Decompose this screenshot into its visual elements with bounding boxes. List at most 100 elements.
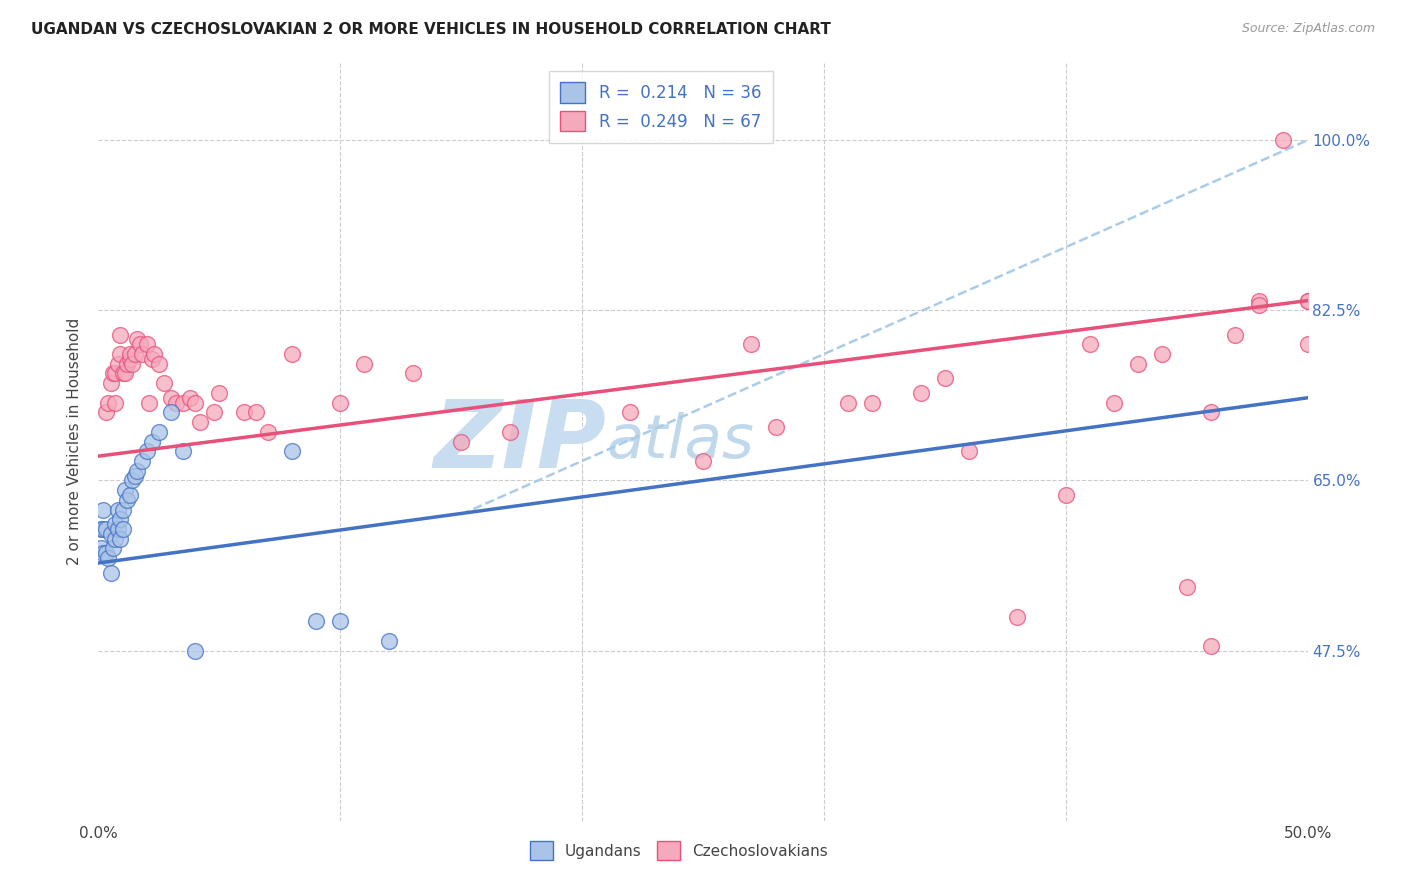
Point bbox=[121, 474, 143, 488]
Point bbox=[138, 395, 160, 409]
Point bbox=[104, 395, 127, 409]
Point bbox=[111, 522, 134, 536]
Point bbox=[108, 532, 131, 546]
Point bbox=[108, 347, 131, 361]
Point bbox=[208, 386, 231, 401]
Point bbox=[107, 522, 129, 536]
Point bbox=[765, 420, 787, 434]
Point bbox=[329, 395, 352, 409]
Point bbox=[160, 391, 183, 405]
Point bbox=[402, 367, 425, 381]
Point bbox=[305, 615, 328, 629]
Point bbox=[160, 405, 183, 419]
Point bbox=[353, 357, 375, 371]
Point bbox=[131, 454, 153, 468]
Point bbox=[619, 405, 641, 419]
Point bbox=[934, 371, 956, 385]
Point bbox=[124, 347, 146, 361]
Y-axis label: 2 or more Vehicles in Household: 2 or more Vehicles in Household bbox=[67, 318, 83, 566]
Point bbox=[165, 395, 187, 409]
Point bbox=[135, 337, 157, 351]
Point bbox=[91, 522, 114, 536]
Point bbox=[1223, 327, 1246, 342]
Point bbox=[245, 405, 267, 419]
Point bbox=[118, 347, 141, 361]
Point bbox=[141, 351, 163, 366]
Point bbox=[117, 492, 139, 507]
Point bbox=[152, 376, 174, 391]
Point bbox=[377, 633, 399, 648]
Point bbox=[135, 444, 157, 458]
Point bbox=[1128, 357, 1150, 371]
Point bbox=[232, 405, 254, 419]
Point bbox=[1175, 580, 1198, 594]
Point bbox=[860, 395, 883, 409]
Point bbox=[127, 464, 149, 478]
Point bbox=[837, 395, 859, 409]
Point bbox=[1199, 639, 1222, 653]
Point bbox=[124, 468, 146, 483]
Text: ZIP: ZIP bbox=[433, 395, 606, 488]
Point bbox=[1296, 337, 1319, 351]
Point bbox=[111, 502, 134, 516]
Point bbox=[91, 546, 114, 560]
Point bbox=[172, 395, 194, 409]
Point bbox=[100, 566, 122, 580]
Point bbox=[117, 357, 139, 371]
Point bbox=[94, 546, 117, 560]
Point bbox=[188, 415, 211, 429]
Point bbox=[256, 425, 278, 439]
Point bbox=[100, 527, 122, 541]
Legend: Ugandans, Czechoslovakians: Ugandans, Czechoslovakians bbox=[523, 835, 834, 866]
Point bbox=[100, 376, 122, 391]
Point bbox=[281, 444, 304, 458]
Point bbox=[111, 367, 134, 381]
Point bbox=[148, 425, 170, 439]
Point bbox=[97, 395, 120, 409]
Point bbox=[148, 357, 170, 371]
Point bbox=[957, 444, 980, 458]
Point bbox=[329, 615, 352, 629]
Point bbox=[450, 434, 472, 449]
Point bbox=[107, 502, 129, 516]
Point bbox=[94, 522, 117, 536]
Point bbox=[108, 327, 131, 342]
Point bbox=[101, 541, 124, 556]
Point bbox=[131, 347, 153, 361]
Point bbox=[97, 551, 120, 566]
Text: atlas: atlas bbox=[606, 412, 754, 471]
Point bbox=[1272, 133, 1295, 147]
Point bbox=[1078, 337, 1101, 351]
Point bbox=[127, 333, 149, 347]
Point bbox=[910, 386, 932, 401]
Point bbox=[90, 541, 112, 556]
Text: UGANDAN VS CZECHOSLOVAKIAN 2 OR MORE VEHICLES IN HOUSEHOLD CORRELATION CHART: UGANDAN VS CZECHOSLOVAKIAN 2 OR MORE VEH… bbox=[31, 22, 831, 37]
Point bbox=[498, 425, 520, 439]
Point bbox=[121, 357, 143, 371]
Point bbox=[1152, 347, 1174, 361]
Point bbox=[114, 367, 136, 381]
Point bbox=[1249, 298, 1271, 312]
Point bbox=[1102, 395, 1125, 409]
Text: Source: ZipAtlas.com: Source: ZipAtlas.com bbox=[1241, 22, 1375, 36]
Point bbox=[101, 367, 124, 381]
Point bbox=[114, 483, 136, 497]
Point bbox=[692, 454, 714, 468]
Point bbox=[1007, 609, 1029, 624]
Point bbox=[90, 522, 112, 536]
Point bbox=[91, 502, 114, 516]
Point bbox=[143, 347, 166, 361]
Point bbox=[104, 532, 127, 546]
Point bbox=[118, 488, 141, 502]
Point bbox=[128, 337, 150, 351]
Point bbox=[94, 405, 117, 419]
Point bbox=[184, 395, 207, 409]
Point bbox=[204, 405, 226, 419]
Point bbox=[104, 367, 127, 381]
Point bbox=[107, 357, 129, 371]
Point bbox=[1249, 293, 1271, 308]
Point bbox=[108, 512, 131, 526]
Point bbox=[179, 391, 201, 405]
Point bbox=[1296, 293, 1319, 308]
Point bbox=[118, 351, 141, 366]
